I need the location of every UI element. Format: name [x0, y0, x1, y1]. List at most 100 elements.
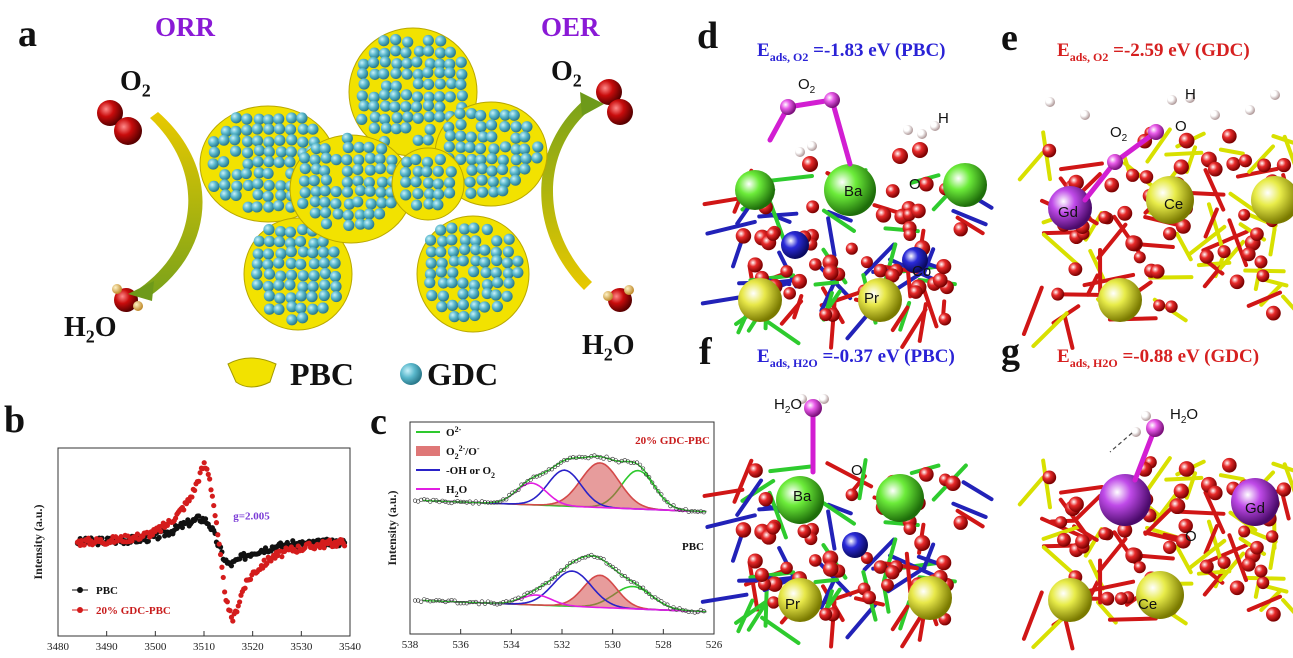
gdc-sphere	[520, 152, 532, 165]
gdc-sphere	[423, 188, 436, 200]
gdc-sphere	[422, 66, 434, 79]
gdc-sphere	[457, 299, 469, 311]
gdc-sphere	[297, 281, 309, 293]
gdc-sphere	[297, 123, 309, 135]
oxygen-atom	[936, 555, 952, 571]
gdc-sphere	[308, 258, 320, 270]
epr-data-point	[205, 471, 211, 477]
lattice-bond	[1281, 294, 1293, 311]
oxygen-atom	[912, 142, 928, 158]
gdc-sphere	[297, 246, 310, 258]
xps-raw-point	[650, 480, 655, 485]
gdc-sphere	[491, 276, 504, 289]
gdc-sphere	[400, 122, 412, 134]
gdc-sphere	[479, 256, 491, 268]
gdc-sphere	[380, 122, 392, 134]
gdc-sphere	[309, 207, 321, 219]
oxygen-atom	[885, 184, 900, 198]
xps-raw-point	[695, 509, 700, 514]
lattice-bond	[768, 173, 814, 183]
epr-data-point	[237, 599, 243, 605]
gdc-sphere	[399, 166, 412, 179]
gdc-sphere	[262, 167, 274, 180]
atom-label-g-gd: Gd	[1245, 500, 1266, 517]
xps-raw-point	[647, 591, 652, 596]
lattice-bond	[1082, 579, 1136, 594]
gdc-sphere	[455, 56, 467, 68]
xps-raw-point	[431, 497, 436, 503]
hydrogen-atom	[1131, 427, 1141, 437]
gdc-sphere	[501, 290, 513, 302]
xps-raw-point	[470, 501, 475, 506]
gdc-sphere	[486, 131, 498, 143]
gdc-sphere	[286, 134, 298, 146]
epr-data-point	[204, 466, 210, 472]
gdc-sphere	[446, 234, 458, 246]
xps-raw-point	[516, 595, 521, 600]
lattice-bond	[826, 502, 853, 516]
gdc-sphere	[444, 46, 456, 58]
oxygen-atom	[802, 156, 818, 172]
lattice-bond	[1203, 524, 1219, 556]
epr-data-point	[228, 563, 235, 569]
gdc-sphere	[263, 223, 275, 236]
hydrogen-atom	[795, 147, 805, 157]
gdc-sphere	[401, 68, 413, 80]
oxygen-atom	[1217, 555, 1231, 569]
adsorbed-oxygen	[824, 92, 840, 108]
oxygen-atom	[766, 227, 780, 241]
xps-raw-point	[501, 497, 506, 502]
lattice-bond	[900, 307, 928, 349]
gdc-sphere	[468, 266, 480, 278]
atom-label-e-o: O	[1175, 118, 1187, 135]
water-oxygen	[1146, 419, 1164, 437]
gdc-sphere	[479, 244, 491, 256]
lattice-bond	[862, 242, 896, 277]
gdc-sphere	[251, 279, 263, 291]
oxygen-atom	[808, 258, 822, 271]
gdc-sphere	[263, 136, 275, 148]
gdc-sphere	[374, 163, 386, 175]
gdc-sphere	[309, 154, 321, 166]
epr-data-point	[227, 608, 233, 614]
gdc-sphere	[424, 277, 436, 289]
xps-raw-point	[546, 580, 551, 585]
xps-peak-fill	[435, 462, 709, 512]
xps-raw-point	[482, 500, 488, 505]
lattice-bond	[955, 215, 985, 236]
xps-raw-point	[458, 601, 463, 606]
gdc-sphere	[368, 100, 380, 112]
gdc-sphere	[434, 101, 446, 113]
xps-raw-point	[604, 454, 609, 459]
orr-arrowhead	[128, 281, 154, 301]
xps-raw-point	[492, 601, 497, 606]
xps-raw-point	[516, 487, 521, 492]
lattice-bond	[813, 577, 840, 585]
lattice-bond	[951, 501, 988, 519]
gdc-sphere	[263, 290, 275, 302]
gdc-sphere	[342, 141, 354, 154]
orr-arrow	[140, 112, 203, 296]
gdc-sphere	[480, 267, 492, 279]
gdc-sphere	[354, 209, 366, 221]
oxygen-atom	[932, 272, 948, 288]
oxygen-atom	[1175, 533, 1191, 549]
gdc-sphere	[364, 164, 376, 176]
oxygen-atom	[873, 560, 888, 574]
gdc-sphere	[241, 147, 254, 159]
xps-raw-point	[637, 585, 643, 590]
structure-d-o2-on-pbc	[700, 92, 1040, 350]
structure-e-o2-on-gdc	[1017, 90, 1293, 350]
gdc-sphere	[421, 156, 434, 168]
xps-raw-point	[592, 554, 597, 560]
lattice-bond	[735, 478, 764, 517]
gdc-sphere	[434, 58, 446, 70]
oer-arrowhead	[580, 92, 604, 116]
xps-raw-point	[671, 605, 676, 610]
gdc-sphere	[390, 33, 402, 46]
xps-raw-point	[683, 506, 688, 512]
xps-raw-point	[647, 475, 652, 480]
gdc-sphere	[412, 78, 424, 90]
right-o2-label: O2	[551, 56, 582, 91]
oxygen-atom	[1254, 564, 1268, 578]
